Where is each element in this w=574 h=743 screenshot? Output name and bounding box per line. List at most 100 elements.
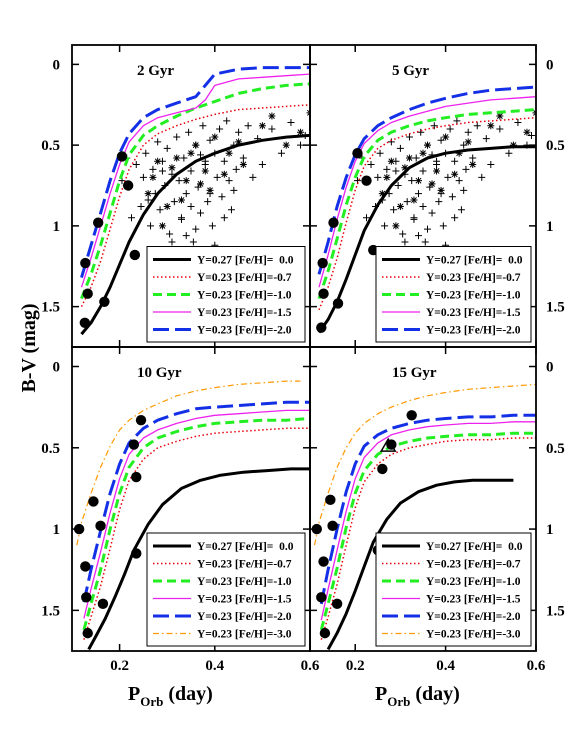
panel-3: 0 0.5 1 1.5 0.2 0.4 0.6 15 Gyr Y=0.27 [Fe/H]= 0.…: [309, 346, 565, 674]
star-marker: [206, 186, 214, 194]
star-marker: [442, 133, 450, 141]
star-marker: [487, 122, 495, 130]
series-line: [319, 413, 536, 605]
legend-label: Y=0.27 [Fe/H]= 0.0: [197, 541, 294, 553]
star-marker: [211, 133, 219, 141]
legend-label: Y=0.23 [Fe/H]=-2.0: [197, 325, 292, 337]
data-point: [80, 561, 91, 572]
star-marker: [455, 149, 463, 157]
star-marker: [163, 202, 171, 210]
data-point: [325, 494, 336, 506]
data-point: [73, 523, 85, 535]
data-point: [92, 217, 104, 228]
plus-marker: [206, 136, 214, 144]
legend: Y=0.27 [Fe/H]= 0.0 Y=0.23 [Fe/H]=-0.7 Y=0.…: [146, 532, 306, 647]
plus-marker: [213, 173, 221, 181]
star-marker: [405, 154, 413, 162]
plus-marker: [180, 154, 188, 162]
series-line: [320, 437, 536, 640]
star-marker: [296, 128, 304, 136]
data-point: [352, 148, 363, 159]
y-axis-title: B-V (mag): [18, 303, 40, 392]
star-marker: [168, 164, 176, 172]
panel-title: 15 Gyr: [392, 365, 437, 381]
star-marker: [469, 161, 477, 169]
x-axis-title-unit: (day): [410, 683, 459, 705]
plus-marker: [177, 215, 185, 223]
plus-marker: [410, 215, 418, 223]
series-line: [80, 73, 310, 288]
legend-label: Y=0.23 [Fe/H]=-0.7: [197, 559, 292, 571]
panel-0: 0 0.5 1 1.5 2 Gyr Y=0.27 [Fe/H]= 0.0 Y=0.23 [F…: [41, 44, 311, 348]
data-point: [95, 520, 106, 532]
data-point: [332, 298, 344, 309]
plus-marker: [163, 144, 171, 152]
x-tick-label: 0.4: [205, 658, 224, 674]
plus-marker: [473, 122, 481, 130]
star-marker: [523, 128, 531, 136]
plus-marker: [367, 161, 375, 169]
plus-marker: [182, 232, 190, 240]
y-tick-label: 1: [53, 522, 61, 538]
data-point: [131, 548, 142, 559]
plus-marker: [405, 133, 413, 141]
plus-marker: [187, 202, 195, 210]
plus-marker: [149, 165, 157, 173]
data-point: [318, 288, 329, 299]
plus-marker: [197, 151, 205, 159]
panel-title: 5 Gyr: [392, 63, 429, 79]
y-tick-label: 0.5: [546, 138, 565, 154]
plus-marker: [453, 117, 461, 125]
x-axis-title-main: P: [375, 683, 387, 705]
plus-marker: [394, 182, 402, 190]
star-marker: [182, 177, 190, 185]
plus-marker: [514, 119, 522, 127]
plot-area: [311, 383, 536, 651]
plus-marker: [464, 128, 472, 136]
data-point: [327, 520, 338, 532]
series-line: [76, 380, 301, 546]
star-marker: [437, 186, 445, 194]
plot-area: [79, 66, 310, 336]
legend-label: Y=0.23 [Fe/H]=-1.0: [426, 576, 521, 588]
plus-marker: [387, 138, 395, 146]
data-point: [318, 556, 329, 567]
plus-marker: [374, 173, 382, 181]
legend: Y=0.27 [Fe/H]= 0.0 Y=0.23 [Fe/H]=-0.7 Y=0.…: [375, 246, 532, 343]
series-line: [313, 383, 536, 546]
plus-marker: [220, 157, 228, 165]
star-marker: [464, 138, 472, 146]
plus-marker: [469, 154, 477, 162]
x-axis-title-right: POrb (day): [375, 683, 460, 709]
plus-marker: [419, 167, 427, 175]
plot-area: [316, 85, 536, 334]
plus-marker: [401, 238, 409, 246]
data-point: [406, 410, 417, 421]
data-point: [128, 439, 140, 450]
plus-marker: [268, 125, 276, 133]
plus-marker: [185, 128, 193, 136]
star-marker: [149, 173, 157, 181]
plus-marker: [230, 186, 238, 194]
data-point: [116, 151, 128, 162]
data-point: [317, 257, 328, 269]
data-point: [135, 414, 147, 426]
series-line: [317, 85, 536, 275]
legend-label: Y=0.23 [Fe/H]=-2.0: [197, 611, 292, 623]
plus-marker: [175, 177, 183, 185]
x-tick-label: 0.2: [346, 658, 365, 674]
series-line: [318, 116, 536, 311]
y-tick-label: 1: [546, 522, 554, 538]
legend-label: Y=0.23 [Fe/H]=-2.0: [426, 611, 521, 623]
legend-label: Y=0.23 [Fe/H]=-1.0: [426, 290, 521, 302]
plus-marker: [376, 149, 384, 157]
plus-marker: [277, 149, 285, 157]
star-marker: [424, 141, 432, 149]
star-marker: [433, 167, 441, 175]
series-line: [320, 421, 536, 621]
legend-label: Y=0.23 [Fe/H]=-0.7: [426, 272, 521, 284]
star-marker: [235, 138, 243, 146]
plus-marker: [156, 206, 164, 214]
x-tick-label: 0.4: [436, 658, 455, 674]
